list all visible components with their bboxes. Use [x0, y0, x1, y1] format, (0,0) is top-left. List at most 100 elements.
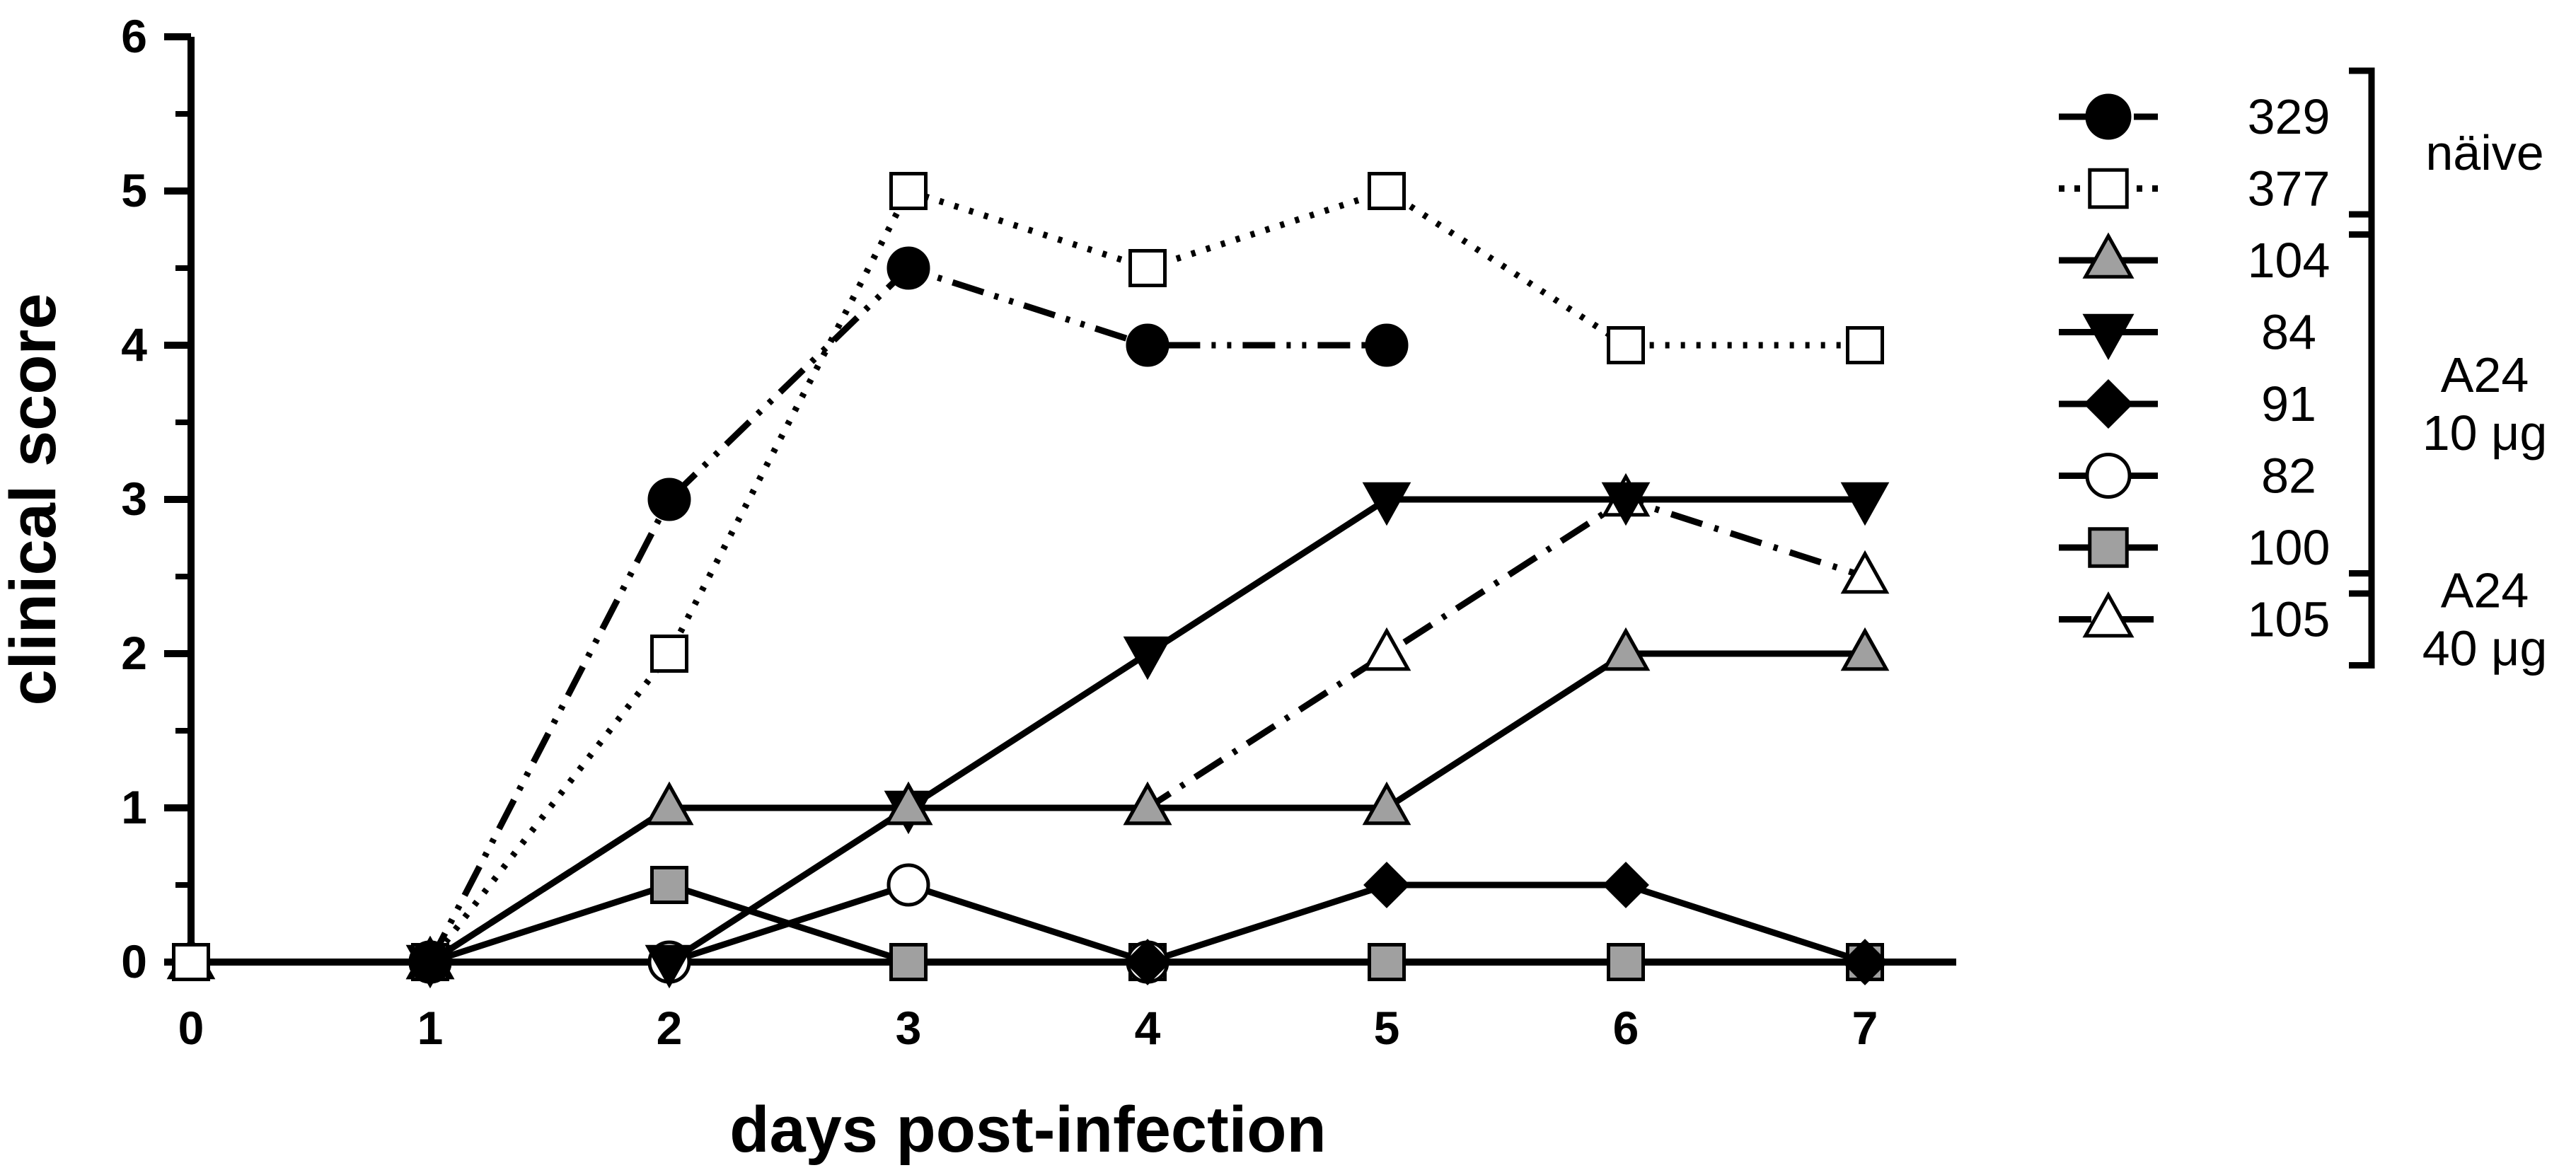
data-point: [645, 944, 694, 989]
bracket: [2349, 211, 2375, 597]
legend-label: 329: [2248, 89, 2330, 144]
data-point: [650, 866, 688, 904]
legend-label: 84: [2261, 305, 2316, 360]
legend-label: 91: [2261, 376, 2316, 432]
x-tick-label: 3: [896, 1002, 922, 1054]
plot-area: [166, 172, 1890, 989]
legend-marker: [2085, 93, 2132, 140]
series-329-line-group: [427, 265, 1387, 964]
data-point: [886, 246, 930, 290]
x-tick-label: 2: [657, 1002, 683, 1054]
data-point: [1368, 943, 1406, 981]
y-tick-label: 5: [121, 164, 147, 216]
x-tick-label: 1: [417, 1002, 444, 1054]
data-point: [1607, 326, 1645, 364]
data-point: [1126, 323, 1169, 367]
data-point: [1607, 943, 1645, 981]
data-point: [1362, 482, 1411, 526]
legend-marker: [2083, 378, 2134, 429]
data-point: [889, 172, 928, 210]
y-tick-label: 0: [121, 935, 147, 988]
x-axis-label: days post-infection: [729, 1094, 1326, 1166]
data-point: [889, 943, 928, 981]
data-point: [1124, 939, 1171, 985]
data-point: [1363, 862, 1410, 908]
series-100-line-group: [191, 881, 1865, 966]
data-point: [1123, 636, 1172, 681]
data-point: [650, 635, 688, 673]
y-axis-label: clinical score: [0, 294, 69, 706]
data-point: [1602, 862, 1649, 908]
data-point: [1840, 482, 1890, 526]
x-tick-label: 0: [178, 1002, 204, 1054]
y-tick-label: 1: [121, 781, 147, 833]
data-point: [1846, 326, 1884, 364]
group-bracket-0: näive: [2349, 67, 2544, 238]
bracket: [2349, 67, 2375, 238]
series-329-points: [408, 246, 1409, 984]
series-82-line-group: [430, 881, 1149, 966]
group-label: näive: [2425, 125, 2543, 180]
legend-marker: [2082, 232, 2135, 279]
group-label: 10 μg: [2422, 405, 2548, 461]
y-tick-label: 4: [121, 318, 147, 371]
data-point: [1123, 781, 1172, 826]
x-tick-label: 6: [1613, 1002, 1639, 1054]
series-line: [430, 881, 1149, 966]
data-point: [1368, 172, 1406, 210]
series-line: [191, 881, 1865, 966]
legend-item-84: 84: [2059, 305, 2316, 361]
legend-label: 100: [2248, 520, 2330, 575]
legend-item-105: 105: [2059, 591, 2330, 647]
data-point: [1362, 627, 1411, 671]
data-point: [1842, 939, 1888, 985]
x-tick-label: 7: [1852, 1002, 1878, 1054]
series-line: [427, 265, 1387, 964]
legend-marker: [2082, 313, 2135, 361]
series-line: [1146, 881, 1866, 966]
legend-marker: [2085, 453, 2132, 499]
bracket: [2349, 570, 2375, 668]
legend-item-100: 100: [2059, 520, 2330, 575]
x-tick-label: 4: [1135, 1002, 1161, 1054]
data-point: [1362, 781, 1411, 826]
legend-label: 104: [2248, 233, 2330, 288]
group-label: A24: [2441, 347, 2529, 403]
group-label: A24: [2441, 563, 2529, 618]
data-point: [884, 781, 933, 826]
data-point: [645, 781, 694, 826]
legend-marker: [2082, 591, 2135, 638]
series-377-points: [172, 172, 1884, 981]
legend-item-104: 104: [2059, 232, 2330, 288]
y-tick-label: 3: [121, 473, 147, 525]
series-91-line-group: [1146, 881, 1866, 966]
legend-marker: [2088, 527, 2129, 568]
data-point: [1840, 627, 1890, 671]
axes: 0 1 2 3 4 5 6 0 1 2 3 4 5 6 7: [121, 10, 1956, 1054]
data-point: [1601, 627, 1651, 671]
legend-item-377: 377: [2059, 161, 2330, 216]
legend-label: 105: [2248, 592, 2330, 647]
group-label: 40 μg: [2422, 621, 2548, 676]
data-point: [647, 477, 691, 521]
legend-label: 377: [2248, 161, 2330, 216]
y-tick-label: 2: [121, 627, 147, 679]
legend-label: 82: [2261, 448, 2316, 504]
series-91-points: [1124, 862, 1888, 985]
y-tick-label: 6: [121, 10, 147, 62]
legend-item-91: 91: [2059, 376, 2316, 432]
data-point: [1365, 323, 1409, 367]
data-point: [408, 940, 452, 984]
legend-item-329: 329: [2059, 89, 2330, 144]
series-104-points: [405, 627, 1890, 980]
x-tick-label: 5: [1374, 1002, 1400, 1054]
data-point: [1601, 482, 1651, 526]
data-point: [886, 863, 930, 907]
legend-marker: [2088, 168, 2129, 209]
series-84-points: [405, 482, 1890, 989]
